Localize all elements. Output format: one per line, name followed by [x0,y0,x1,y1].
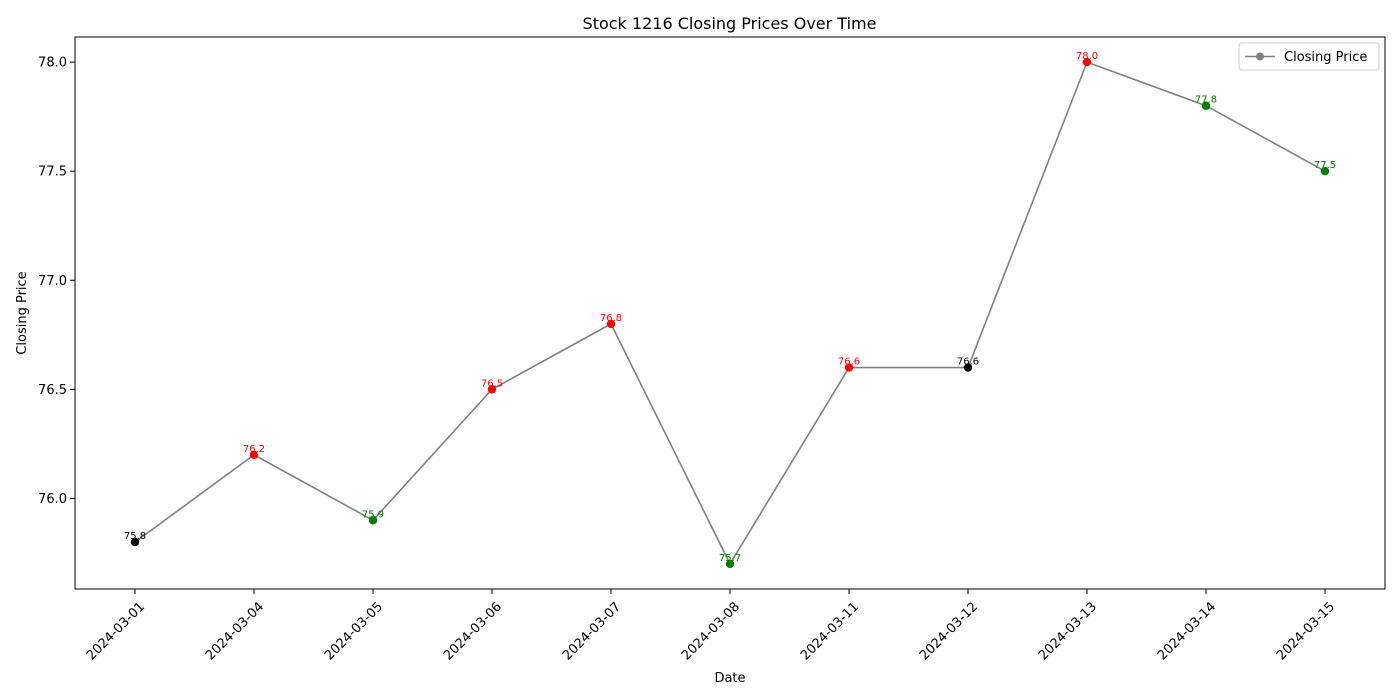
series-line-closing-price [134,61,1326,566]
data-label: 77.5 [1314,160,1336,171]
data-point [368,516,378,525]
x-tick-label: 2024-03-04 [203,599,267,663]
x-tick-label: 2024-03-01 [84,599,148,663]
data-point [1320,166,1330,176]
x-tick-label: 2024-03-11 [798,599,862,663]
data-point [725,559,735,569]
data-point [606,319,616,329]
data-point [963,363,973,372]
data-label: 76.8 [600,313,622,324]
x-tick-label: 2024-03-07 [560,599,624,663]
x-tick-label: 2024-03-15 [1274,599,1338,663]
data-label: 75.7 [719,553,741,564]
x-axis: 2024-03-01 2024-03-04 2024-03-05 2024-03-06… [84,589,1338,663]
y-tick-label: 77.5 [38,165,67,180]
plot-area: 75.8 76.2 75.9 76.5 76.8 75.7 76.6 76.6 78.0 77.8… [124,51,1336,569]
data-point [1201,101,1211,110]
data-label: 75.9 [362,509,384,520]
y-tick-label: 77.0 [38,274,67,289]
legend: Closing Price [1238,42,1380,71]
legend-label-closing-price: Closing Price [1284,50,1367,65]
y-axis: 76.0 76.5 77.0 77.5 78.0 [38,56,75,507]
x-tick-label: 2024-03-08 [679,599,743,663]
data-label: 77.8 [1195,95,1217,106]
data-point [487,385,497,394]
y-tick-label: 76.5 [38,383,67,398]
data-point [130,537,140,547]
data-label: 78.0 [1076,51,1098,62]
legend-marker-swatch [1256,52,1264,61]
plot-frame [74,36,1386,590]
x-tick-label: 2024-03-14 [1155,599,1219,663]
data-point [249,450,259,460]
x-axis-label: Date [714,671,745,686]
data-label: 76.6 [957,357,979,368]
data-label: 75.8 [124,531,146,542]
x-tick-label: 2024-03-13 [1036,599,1100,663]
x-tick-label: 2024-03-05 [322,599,386,663]
y-tick-label: 76.0 [38,492,67,507]
x-tick-label: 2024-03-12 [917,599,981,663]
y-axis-label: Closing Price [15,271,30,354]
chart-title: Stock 1216 Closing Prices Over Time [583,14,877,33]
data-label: 76.2 [243,444,265,455]
data-label: 76.5 [481,378,503,389]
data-point [844,363,854,372]
data-label: 76.6 [838,357,860,368]
y-tick-label: 78.0 [38,56,67,71]
x-tick-label: 2024-03-06 [441,599,505,663]
legend-box [1238,42,1380,71]
data-point [1082,57,1092,67]
